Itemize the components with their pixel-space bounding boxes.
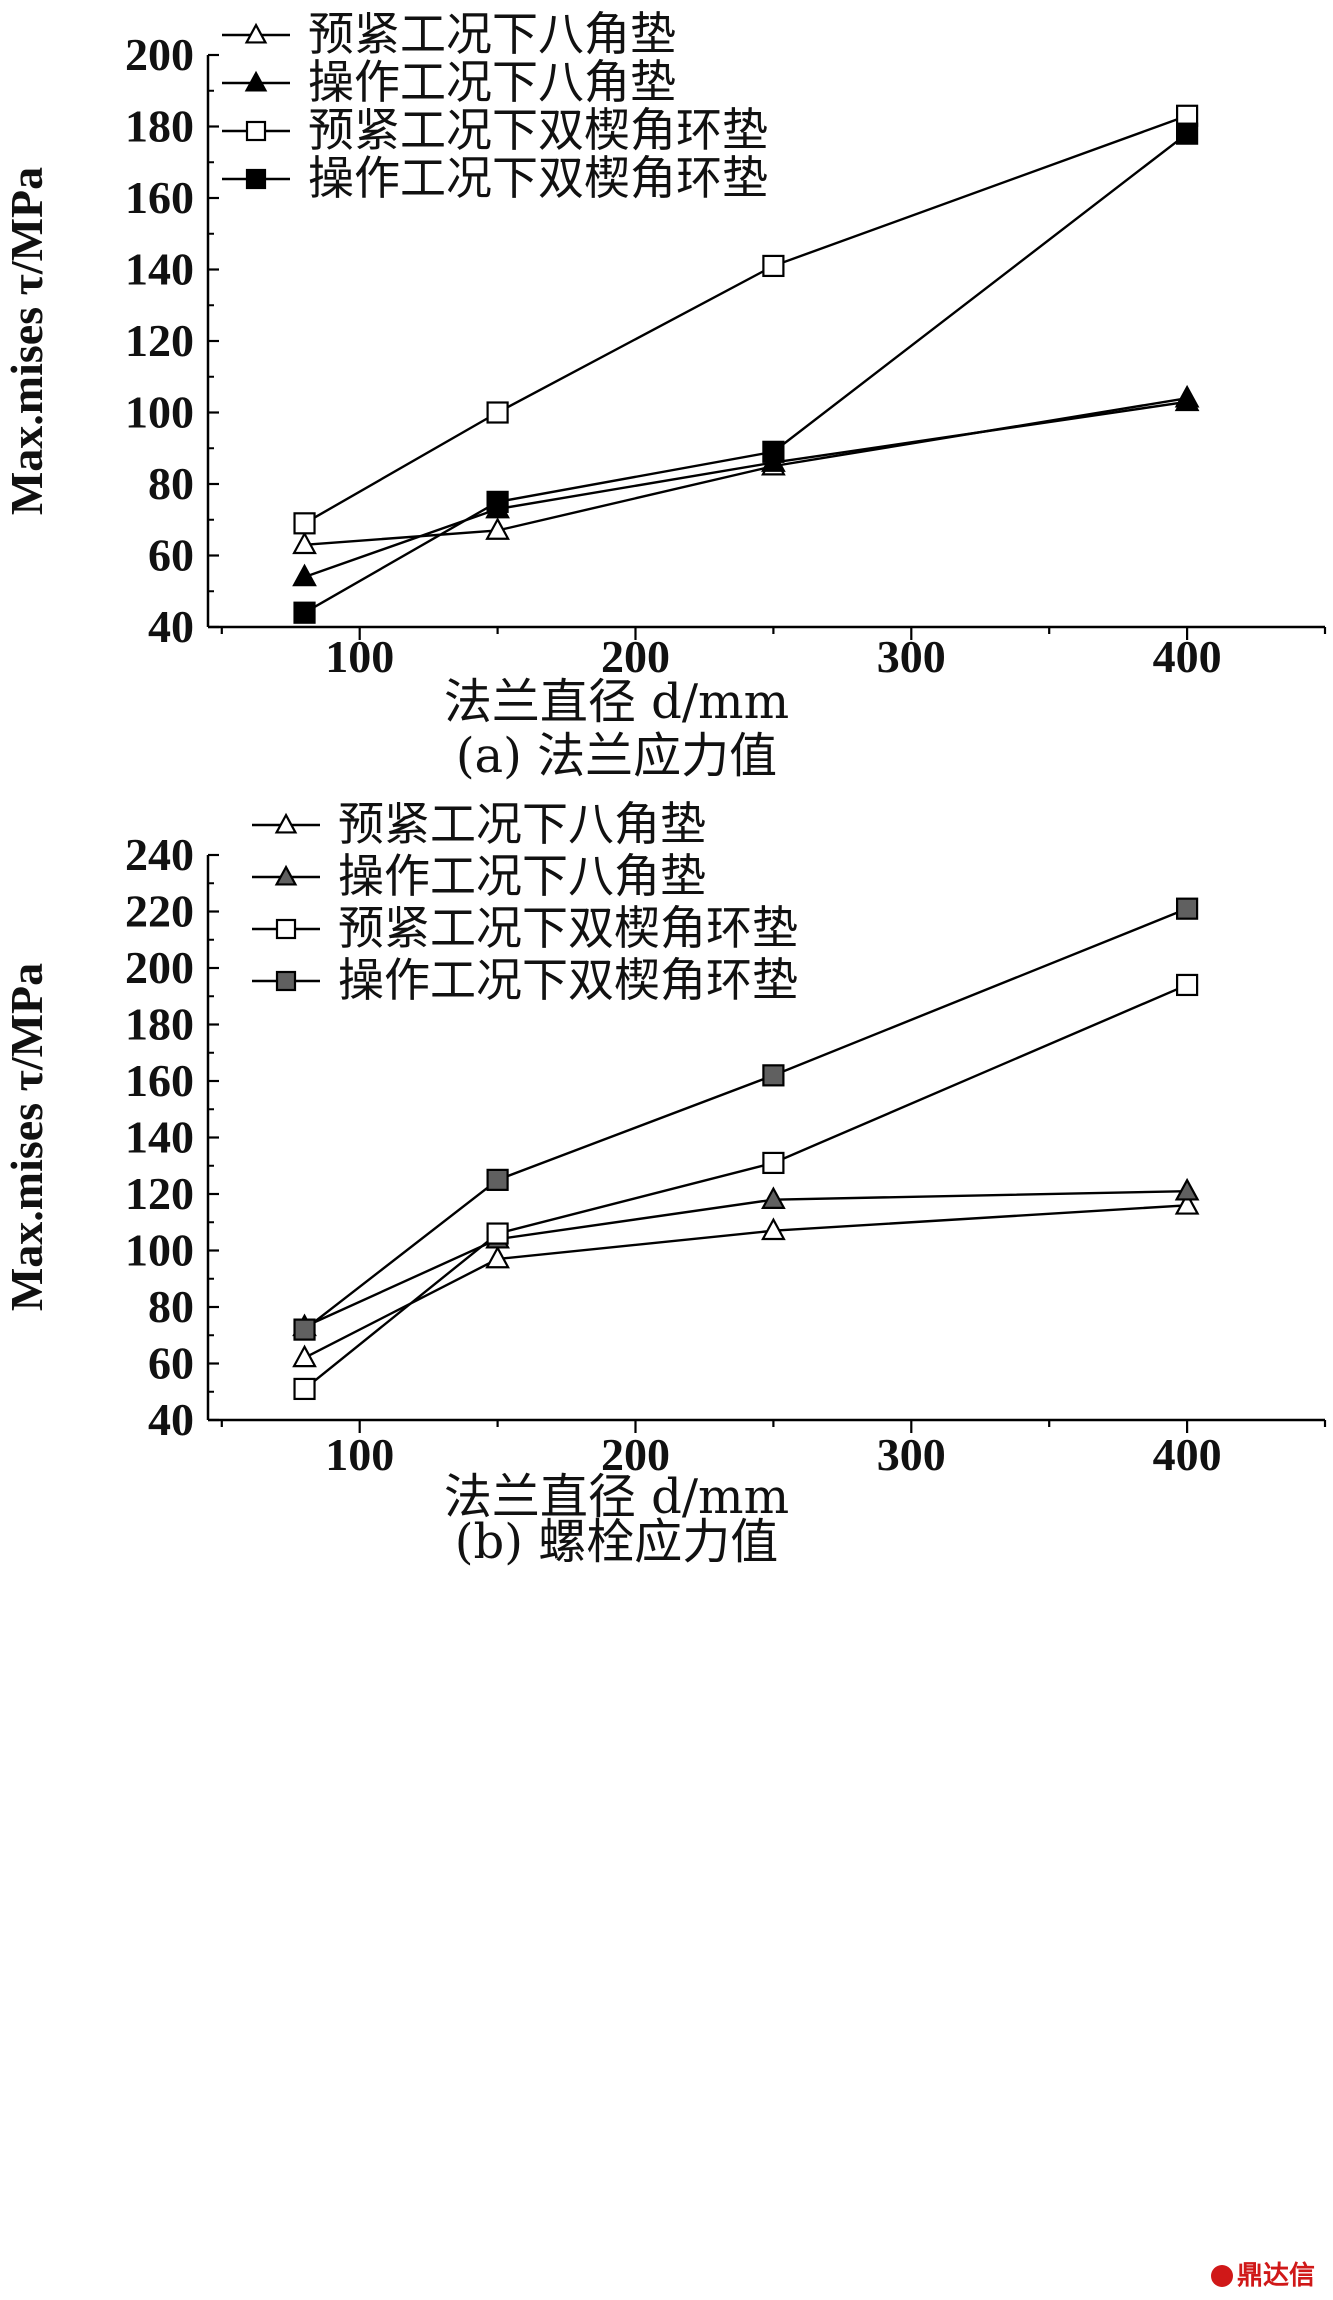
y-tick-label: 140 [125,1112,194,1163]
legend-label-2: 预紧工况下双楔角环垫 [308,103,768,157]
y-tick-label: 60 [148,1338,194,1389]
legend-label-1: 操作工况下八角垫 [308,55,676,109]
y-tick-label: 100 [125,1225,194,1276]
data-point-s3-1 [486,1168,509,1191]
panel-caption: (a) 法兰应力值 [456,728,777,784]
y-tick-label: 60 [148,530,194,581]
data-point-s2-1 [486,1222,509,1245]
data-point-s0-3 [1174,1192,1200,1215]
x-axis-title: 法兰直径 d/mm [444,1469,789,1525]
data-point-s1-0 [292,563,317,587]
x-tick-label: 400 [1153,1429,1222,1480]
series-line-2 [303,983,1188,1390]
data-point-s3-0 [293,1318,316,1341]
data-point-s3-0 [293,601,316,624]
series-line-2 [303,114,1188,525]
y-tick-label: 240 [125,829,194,880]
y-axis-title: Max.mises τ/MPa [1,167,52,515]
legend-label-0: 预紧工况下八角垫 [338,797,706,851]
data-point-s2-3 [1175,973,1199,997]
x-tick-label: 100 [325,631,394,682]
data-point-s1-3 [1174,388,1200,412]
panel-caption: (b) 螺栓应力值 [455,1514,778,1570]
x-tick-label: 400 [1153,631,1222,682]
data-point-s2-2 [762,1151,785,1175]
x-tick-label: 300 [877,631,946,682]
y-axis-title: Max.mises τ/MPa [1,963,52,1311]
data-point-s0-0 [292,1344,317,1368]
y-tick-label: 180 [125,999,194,1050]
y-tick-label: 40 [148,601,194,652]
data-point-s3-1 [486,490,509,513]
y-tick-label: 220 [125,886,194,937]
legend-marker-1 [244,70,268,92]
legend-label-1: 操作工况下八角垫 [338,849,706,903]
data-point-s3-2 [762,1064,785,1087]
y-tick-label: 120 [125,315,194,366]
y-tick-label: 40 [148,1394,194,1445]
data-point-s2-0 [293,512,316,535]
chart-panel-a: 40 60 80 100 120 140 160 180 200 100 200 300 400 法兰直径… [1,7,1327,784]
series-line-3 [303,907,1188,1331]
data-point-s3-3 [1175,897,1199,920]
legend-marker-0 [274,812,298,834]
data-point-s2-2 [762,254,785,278]
x-tick-label: 100 [325,1429,394,1480]
y-tick-label: 120 [125,1168,194,1219]
data-point-s1-2 [761,1186,786,1210]
legend-marker-2 [275,918,297,940]
y-tick-label: 200 [125,29,194,80]
y-tick-label: 80 [148,1281,194,1332]
y-tick-label: 140 [125,244,194,295]
legend-label-0: 预紧工况下八角垫 [308,7,676,61]
data-point-s0-2 [761,1217,786,1241]
y-tick-label: 160 [125,1055,194,1106]
watermark: 鼎达信 [1210,2255,1315,2292]
y-tick-label: 100 [125,387,194,438]
legend-marker-2 [245,120,267,142]
series-line-0 [303,1204,1188,1359]
data-point-s0-1 [485,517,510,540]
legend-marker-0 [244,22,268,44]
y-tick-label: 80 [148,458,194,509]
legend-label-3: 操作工况下双楔角环垫 [338,953,798,1007]
watermark-logo-icon [1210,2265,1233,2287]
data-point-s0-0 [292,531,317,555]
x-axis-title: 法兰直径 d/mm [444,674,789,730]
y-tick-label: 160 [125,172,194,223]
legend-marker-3 [245,168,267,190]
y-tick-label: 200 [125,942,194,993]
legend-label-3: 操作工况下双楔角环垫 [308,151,768,205]
x-tick-label: 200 [601,631,670,682]
x-tick-label: 200 [601,1429,670,1480]
data-point-s3-2 [762,440,785,463]
series-line-1 [304,1189,1188,1328]
legend-marker-1 [274,864,298,886]
data-point-s2-0 [293,1377,316,1401]
data-point-s1-3 [1174,1177,1200,1201]
series-line-3 [303,132,1188,614]
y-tick-label: 180 [125,101,194,152]
x-tick-label: 300 [877,1429,946,1480]
data-point-s0-1 [485,1245,510,1269]
legend-marker-3 [275,970,297,992]
watermark-text: 鼎达信 [1236,2261,1315,2291]
legend-label-2: 预紧工况下双楔角环垫 [338,901,798,955]
series-line-1 [304,400,1188,579]
data-point-s2-1 [486,401,509,424]
data-point-s3-3 [1175,122,1199,145]
